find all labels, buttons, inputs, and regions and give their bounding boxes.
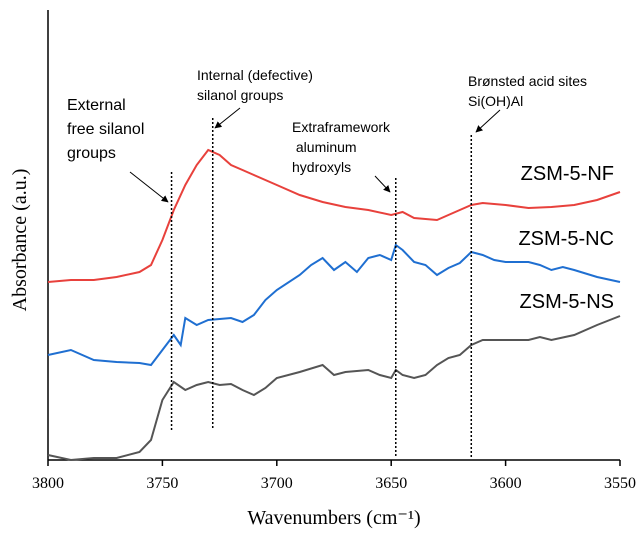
- legend-label: ZSM-5-NS: [520, 291, 614, 313]
- annotation-text: free silanol: [67, 121, 144, 138]
- x-tick-label: 3650: [375, 475, 407, 492]
- annotation-arrow: [374, 175, 391, 193]
- annotation-text: Brønsted acid sites: [468, 73, 587, 89]
- annotation-text: groups: [67, 145, 116, 162]
- x-tick-label: 3600: [490, 475, 522, 492]
- annotation-arrow: [214, 107, 241, 129]
- x-tick-label: 3800: [32, 475, 64, 492]
- annotation-arrow: [475, 109, 501, 133]
- x-tick-label: 3550: [604, 475, 636, 492]
- x-axis-label: Wavenumbers (cm⁻¹): [247, 507, 420, 529]
- series-line: [47, 148, 621, 283]
- annotation-text: External: [67, 97, 126, 114]
- x-tick-label: 3700: [261, 475, 293, 492]
- annotation-text: Extraframework: [292, 119, 391, 135]
- y-axis-label: Absorbance (a.u.): [9, 169, 31, 312]
- series-line: [47, 243, 621, 367]
- x-tick-label: 3750: [146, 475, 178, 492]
- annotation-arrow: [129, 171, 169, 203]
- annotation-text: hydroxyls: [292, 159, 351, 175]
- annotation-text: Si(OH)Al: [468, 93, 523, 109]
- annotation-text: aluminum: [292, 139, 357, 155]
- legend-label: ZSM-5-NF: [521, 163, 614, 185]
- series-line: [47, 315, 621, 462]
- annotation-text: Internal (defective): [197, 67, 313, 83]
- annotation-text: silanol groups: [197, 87, 283, 103]
- legend-label: ZSM-5-NC: [518, 228, 614, 250]
